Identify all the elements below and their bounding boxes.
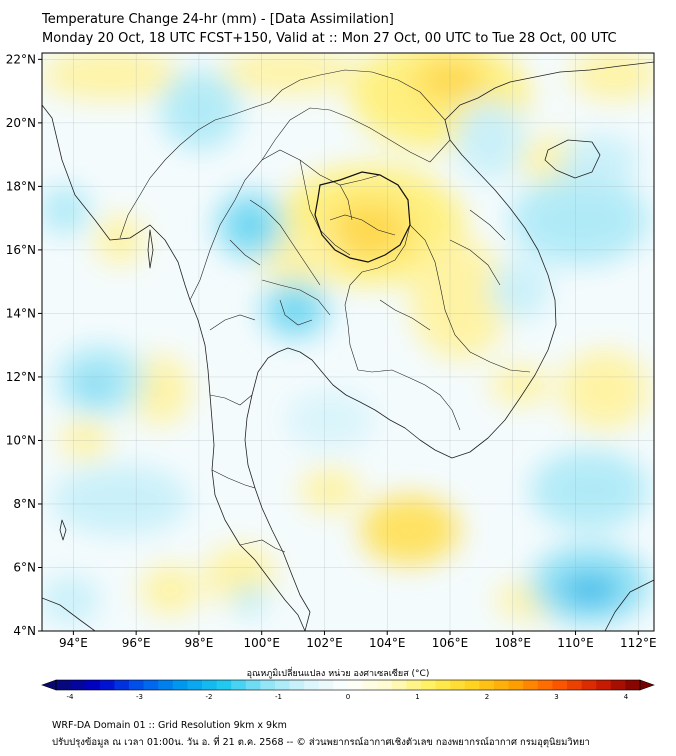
colorbar-segment [85, 680, 101, 690]
lon-tick-label: 112°E [620, 636, 657, 650]
lat-tick-label: 6°N [13, 560, 36, 574]
lat-tick-label: 20°N [6, 116, 36, 130]
colorbar-tick-label: -4 [67, 693, 75, 701]
colorbar-segment [362, 680, 378, 690]
colorbar-segment [202, 680, 217, 690]
lon-tick-label: 98°E [184, 636, 213, 650]
colorbar-segment [304, 680, 320, 690]
lat-tick-label: 8°N [13, 497, 36, 511]
colorbar-tick-label: -2 [206, 693, 213, 701]
colorbar-tick-label: 1 [415, 693, 419, 701]
colorbar-segment [537, 680, 553, 690]
colorbar-tick-label: -1 [275, 693, 282, 701]
colorbar-segment [435, 680, 451, 690]
lat-tick-label: 4°N [13, 624, 36, 638]
colorbar-segment [494, 680, 509, 690]
map-frame [41, 52, 655, 632]
lon-tick-label: 100°E [243, 636, 280, 650]
colorbar: -4 -3 -2 -1 0 1 2 3 4 [41, 679, 655, 701]
colorbar-segment [596, 680, 612, 690]
footer-model-info: WRF-DA Domain 01 :: Grid Resolution 9km … [52, 720, 287, 731]
colorbar-segment [318, 680, 334, 690]
colorbar-segment [348, 680, 363, 690]
lon-tick-label: 106°E [432, 636, 469, 650]
colorbar-title: อุณหภูมิเปลี่ยนแปลง หน่วย องศาเซลเซียส (… [246, 669, 430, 679]
lon-tick-label: 102°E [306, 636, 343, 650]
colorbar-segment [523, 680, 539, 690]
colorbar-segment [129, 680, 144, 690]
colorbar-segment [231, 680, 247, 690]
colorbar-tick-label: 3 [554, 693, 558, 701]
colorbar-segment [99, 680, 115, 690]
longitude-axis: 94°E 96°E 98°E 100°E 102°E 104°E 106°E 108°E 110… [59, 631, 657, 650]
colorbar-segment [245, 680, 261, 690]
colorbar-segment [275, 680, 290, 690]
lat-tick-label: 12°N [6, 370, 36, 384]
lat-tick-label: 14°N [6, 306, 36, 320]
colorbar-segment [172, 680, 188, 690]
map-subtitle: Monday 20 Oct, 18 UTC FCST+150, Valid at… [42, 31, 617, 46]
lat-tick-label: 10°N [6, 433, 36, 447]
colorbar-segment [508, 680, 524, 690]
lon-tick-label: 104°E [369, 636, 406, 650]
lon-tick-label: 110°E [557, 636, 594, 650]
colorbar-segment [479, 680, 495, 690]
colorbar-segment [377, 680, 393, 690]
colorbar-segment [216, 680, 232, 690]
colorbar-tick-label: 0 [346, 693, 350, 701]
colorbar-tick-label: 2 [485, 693, 489, 701]
coastlines [42, 61, 654, 631]
latitude-axis: 22°N 20°N 18°N 16°N 14°N 12°N 10°N 8°N 6°N 4°N [6, 52, 42, 638]
lon-tick-label: 108°E [495, 636, 532, 650]
colorbar-segment [333, 680, 349, 690]
colorbar-max-arrow [639, 679, 655, 691]
colorbar-segment [552, 680, 568, 690]
colorbar-segment [114, 680, 130, 690]
colorbar-segment [406, 680, 422, 690]
colorbar-min-arrow [41, 679, 57, 691]
colorbar-segment [610, 680, 626, 690]
lat-tick-label: 18°N [6, 179, 36, 193]
colorbar-segment [260, 680, 276, 690]
lat-tick-label: 16°N [6, 243, 36, 257]
colorbar-segment [581, 680, 597, 690]
colorbar-segment [625, 680, 641, 690]
colorbar-frame [55, 679, 641, 691]
colorbar-segment [158, 680, 174, 690]
country-boundaries [119, 69, 531, 553]
footer-update-info: ปรับปรุงข้อมูล ณ เวลา 01:00น. วัน อ. ที่… [52, 737, 590, 748]
colorbar-segment [567, 680, 582, 690]
colorbar-segment [450, 680, 466, 690]
colorbar-segment [143, 680, 159, 690]
colorbar-segment [289, 680, 305, 690]
map-title: Temperature Change 24-hr (mm) - [Data As… [42, 12, 394, 27]
graticule [42, 53, 654, 632]
colorbar-segment [70, 680, 86, 690]
colorbar-tick-label: -3 [136, 693, 143, 701]
lon-tick-label: 94°E [59, 636, 88, 650]
colorbar-segment [464, 680, 480, 690]
colorbar-tick-label: 4 [624, 693, 629, 701]
lat-tick-label: 22°N [6, 52, 36, 66]
colorbar-segment [421, 680, 436, 690]
colorbar-segment [56, 680, 71, 690]
colorbar-segment [187, 680, 203, 690]
lon-tick-label: 96°E [122, 636, 151, 650]
colorbar-segment [391, 680, 407, 690]
highlighted-region-outline [314, 171, 411, 263]
